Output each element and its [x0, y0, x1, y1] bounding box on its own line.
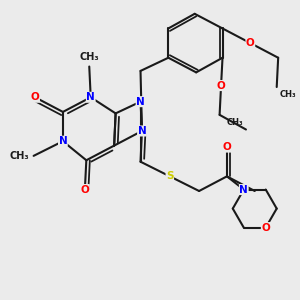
Text: CH₃: CH₃: [10, 151, 29, 161]
Text: O: O: [217, 81, 225, 91]
Text: N: N: [138, 126, 146, 136]
Text: S: S: [166, 171, 174, 182]
Text: O: O: [223, 142, 231, 152]
Text: O: O: [80, 184, 89, 194]
Text: N: N: [239, 184, 248, 195]
Text: CH₃: CH₃: [226, 118, 243, 127]
Text: O: O: [246, 38, 255, 48]
Text: CH₃: CH₃: [80, 52, 99, 62]
Text: N: N: [58, 136, 67, 146]
Text: CH₃: CH₃: [280, 90, 296, 99]
Text: N: N: [136, 97, 145, 107]
Text: O: O: [261, 223, 270, 232]
Text: N: N: [86, 92, 95, 102]
Text: O: O: [31, 92, 39, 102]
